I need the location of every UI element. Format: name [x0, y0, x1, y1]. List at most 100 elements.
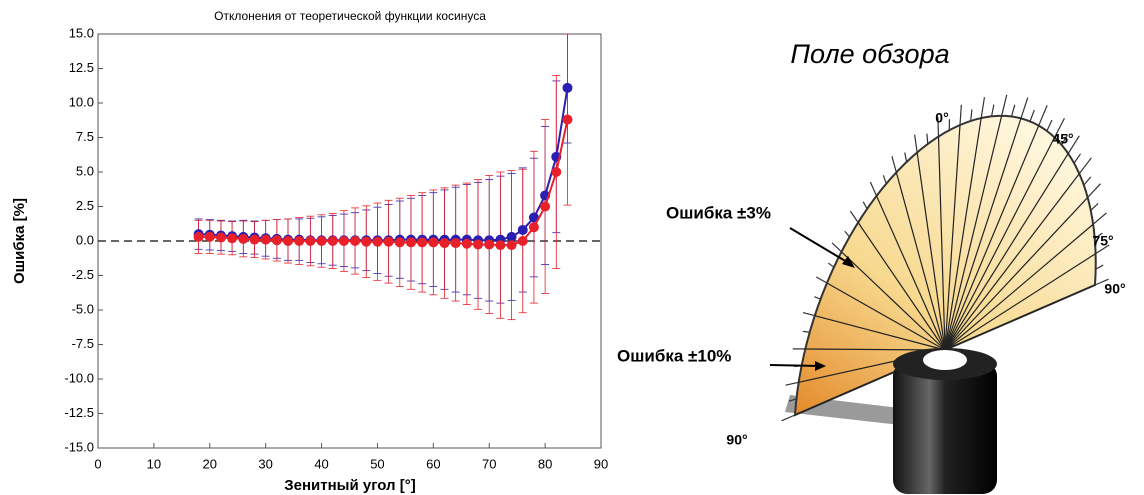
fan-tick: [891, 156, 897, 173]
point: [294, 236, 305, 246]
fan-ray: [916, 152, 946, 351]
fan-tick: [831, 242, 842, 253]
illustration: Поле обзора 0° 45° 75° 90° 90° Ошибка ±3…: [617, 39, 1126, 494]
fan-tick: [1067, 135, 1080, 154]
point: [327, 236, 338, 246]
y-tick-label: -7.5: [72, 336, 94, 351]
fan-tick: [802, 311, 815, 317]
chart-title: Отклонения от теоретической функции коси…: [214, 9, 486, 23]
fan-ray: [944, 253, 1096, 351]
fan-tick: [1092, 212, 1107, 225]
point: [215, 232, 226, 243]
y-tick-label: -15.0: [64, 439, 94, 454]
fan-tick: [1010, 104, 1016, 117]
x-tick-label: 80: [538, 456, 552, 471]
fan-ray: [875, 195, 946, 351]
fan-tick: [914, 134, 918, 153]
fan-tick: [862, 201, 868, 210]
point: [428, 237, 439, 248]
fan-tick: [1020, 97, 1029, 119]
fan-ray: [895, 172, 946, 351]
y-tick-label: -5.0: [72, 301, 94, 316]
point: [316, 236, 327, 246]
point: [260, 234, 271, 245]
point: [305, 236, 316, 246]
point: [528, 212, 539, 223]
point: [517, 224, 528, 235]
point: [361, 236, 372, 247]
angle-label: 0°: [935, 110, 948, 126]
y-tick-label: 10.0: [69, 94, 94, 109]
point: [473, 239, 484, 250]
fan-tick: [788, 398, 797, 402]
sensor-dome: [923, 350, 967, 370]
fan-ray: [944, 118, 1022, 351]
fan-tick: [781, 414, 796, 422]
illustration-title: Поле обзора: [790, 39, 949, 69]
fan-tick: [815, 276, 828, 284]
y-tick-label: 5.0: [76, 163, 94, 178]
x-tick-label: 20: [203, 456, 217, 471]
fan-tick: [1095, 264, 1104, 270]
fan-ray: [857, 222, 946, 351]
x-tick-label: 60: [426, 456, 440, 471]
fan-ray: [944, 153, 1069, 351]
y-tick-label: 15.0: [69, 25, 94, 40]
point: [461, 238, 472, 249]
fan-tick: [904, 152, 908, 163]
point: [506, 231, 517, 242]
fan-tick: [1061, 134, 1069, 146]
series-line: [198, 119, 569, 247]
fan-tick: [990, 104, 995, 117]
x-axis-label: Зенитный угол [°]: [284, 477, 416, 494]
point: [517, 236, 528, 246]
fan-ray: [944, 125, 1040, 351]
point: [562, 82, 573, 93]
arrow: [789, 227, 853, 266]
y-tick-label: -12.5: [64, 405, 94, 420]
y-tick-label: 7.5: [76, 129, 94, 144]
arrow-head: [815, 361, 826, 371]
fan-tick: [827, 262, 835, 268]
arrow: [769, 364, 821, 367]
angle-label: 90°: [1104, 281, 1125, 297]
point: [283, 236, 294, 246]
fan-tick: [802, 330, 810, 333]
fan-tick: [1054, 117, 1065, 138]
fan-ray: [944, 115, 1003, 351]
error-label: Ошибка ±10%: [617, 346, 731, 365]
fan-tick: [849, 210, 859, 223]
fan-tick: [785, 381, 799, 386]
fan-ray: [826, 282, 946, 351]
fan-tick: [882, 175, 887, 184]
fan-tick: [1094, 278, 1109, 286]
fan-ray: [814, 315, 946, 351]
point: [551, 167, 562, 177]
chart: Отклонения от теоретической функции коси…: [11, 9, 608, 494]
x-tick-label: 10: [147, 456, 161, 471]
y-tick-label: -10.0: [64, 370, 94, 385]
arrow-head: [842, 256, 855, 268]
fan-ray: [944, 117, 982, 351]
fan-tick: [970, 109, 973, 122]
y-tick-label: -2.5: [72, 267, 94, 282]
point: [450, 238, 461, 249]
fan-ray: [944, 284, 1096, 351]
point: [383, 236, 394, 247]
x-tick-label: 30: [258, 456, 272, 471]
fan-tick: [926, 133, 929, 145]
y-tick-label: 2.5: [76, 198, 94, 213]
fan-tick: [1029, 109, 1035, 122]
fan-ray: [944, 124, 961, 351]
x-tick-label: 40: [314, 456, 328, 471]
point: [350, 236, 361, 246]
point: [405, 237, 416, 248]
plot-area: [193, 34, 573, 321]
point: [338, 236, 349, 246]
point: [394, 237, 405, 248]
fan-tick: [814, 296, 821, 300]
point: [271, 235, 282, 246]
fan-tick: [1046, 119, 1053, 132]
x-tick-label: 70: [482, 456, 496, 471]
